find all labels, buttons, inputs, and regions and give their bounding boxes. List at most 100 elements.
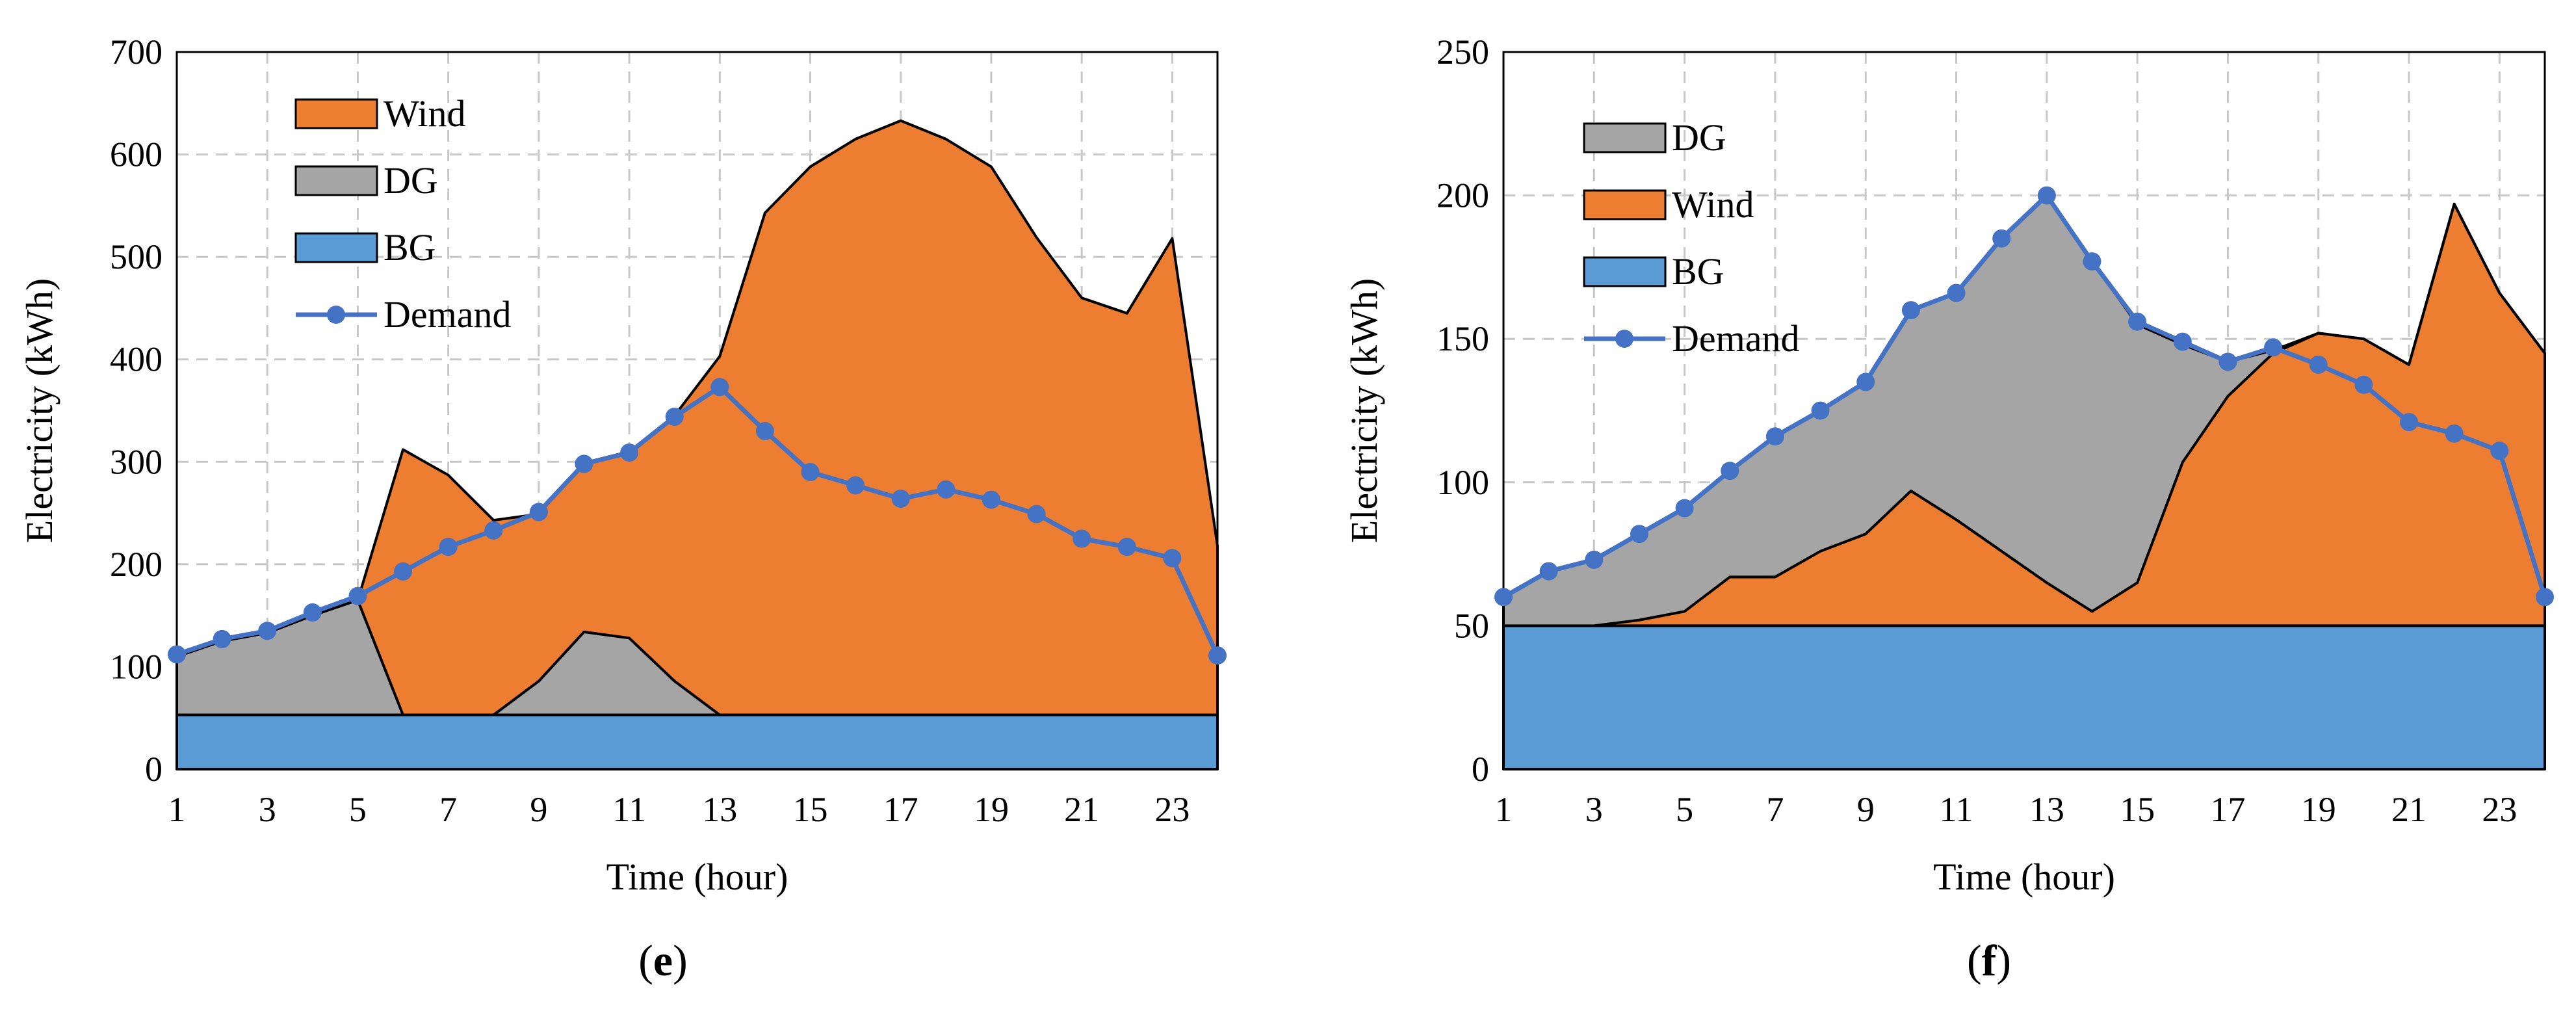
x-tick-label-23: 23 xyxy=(1154,790,1190,829)
x-tick-label-15: 15 xyxy=(793,790,828,829)
demand-point-17 xyxy=(2218,352,2237,371)
y-tick-label-250: 250 xyxy=(1437,33,1489,72)
x-tick-label-9: 9 xyxy=(1857,790,1875,829)
x-tick-label-19: 19 xyxy=(2301,790,2336,829)
demand-point-11 xyxy=(620,443,639,462)
demand-point-13 xyxy=(710,378,729,397)
legend-swatch-bg xyxy=(294,232,378,263)
demand-point-17 xyxy=(891,490,910,508)
demand-point-8 xyxy=(484,521,503,540)
caption-f: (f) xyxy=(1967,936,2011,985)
demand-point-6 xyxy=(394,562,413,581)
x-tick-label-19: 19 xyxy=(974,790,1009,829)
demand-point-3 xyxy=(1585,550,1604,569)
demand-point-15 xyxy=(801,463,820,482)
demand-point-12 xyxy=(1992,229,2011,248)
legend-marker-demand xyxy=(1615,330,1633,348)
x-tick-label-21: 21 xyxy=(1064,790,1099,829)
x-tick-label-13: 13 xyxy=(702,790,737,829)
demand-point-10 xyxy=(1901,301,1920,320)
legend-label-bg: BG xyxy=(1672,250,1724,293)
x-tick-label-7: 7 xyxy=(1766,790,1784,829)
legend-marker-demand xyxy=(327,306,345,324)
demand-point-1 xyxy=(168,645,186,664)
caption-e: (e) xyxy=(638,936,688,985)
x-axis-title: Time (hour) xyxy=(1933,856,2115,898)
y-tick-label-100: 100 xyxy=(1437,463,1489,502)
x-tick-label-17: 17 xyxy=(2210,790,2245,829)
y-tick-label-0: 0 xyxy=(145,750,163,789)
area-bg xyxy=(1502,624,2546,770)
y-tick-label-150: 150 xyxy=(1437,319,1489,358)
legend-label-bg: BG xyxy=(384,226,436,269)
plot-frame xyxy=(1502,51,2546,770)
x-tick-label-7: 7 xyxy=(439,790,457,829)
demand-point-13 xyxy=(2037,186,2056,205)
demand-point-9 xyxy=(1856,373,1875,391)
legend-label-dg: DG xyxy=(384,159,438,202)
x-tick-label-15: 15 xyxy=(2120,790,2155,829)
x-tick-label-11: 11 xyxy=(612,790,646,829)
demand-point-7 xyxy=(1765,427,1784,446)
demand-point-7 xyxy=(439,538,458,557)
x-tick-label-9: 9 xyxy=(530,790,547,829)
demand-point-21 xyxy=(2400,413,2419,432)
demand-point-24 xyxy=(1208,646,1227,665)
y-tick-label-700: 700 xyxy=(110,33,163,72)
x-tick-label-5: 5 xyxy=(349,790,367,829)
demand-point-6 xyxy=(1721,462,1739,480)
demand-point-18 xyxy=(937,480,956,499)
demand-point-5 xyxy=(348,586,367,605)
demand-point-15 xyxy=(2128,312,2147,331)
x-tick-label-5: 5 xyxy=(1676,790,1693,829)
demand-point-14 xyxy=(755,422,774,441)
y-tick-label-600: 600 xyxy=(110,135,163,174)
legend-label-demand: Demand xyxy=(384,293,512,335)
legend-swatch-wind xyxy=(294,98,378,129)
area-bg xyxy=(176,713,1219,770)
legend-swatch-dg xyxy=(1583,122,1667,153)
legend-label-demand: Demand xyxy=(1672,317,1800,360)
demand-point-11 xyxy=(1947,283,1966,302)
demand-point-9 xyxy=(529,503,548,521)
demand-point-4 xyxy=(303,603,322,622)
y-tick-label-50: 50 xyxy=(1454,606,1489,645)
legend-swatch-wind xyxy=(1583,189,1667,220)
legend-label-dg: DG xyxy=(1672,116,1726,159)
y-axis-title: Electricity (kWh) xyxy=(18,278,60,543)
demand-point-1 xyxy=(1494,588,1513,607)
x-tick-label-1: 1 xyxy=(168,790,186,829)
y-tick-label-200: 200 xyxy=(110,545,163,584)
demand-point-10 xyxy=(575,454,593,473)
demand-point-23 xyxy=(2490,441,2509,460)
y-tick-label-400: 400 xyxy=(110,340,163,379)
legend-swatch-bg xyxy=(1583,256,1667,287)
demand-point-16 xyxy=(2173,332,2192,351)
demand-point-19 xyxy=(982,490,1000,509)
x-tick-label-11: 11 xyxy=(1940,790,1973,829)
plot-frame xyxy=(176,51,1219,770)
demand-point-22 xyxy=(1117,538,1136,557)
y-tick-label-500: 500 xyxy=(110,237,163,276)
demand-point-23 xyxy=(1163,549,1182,568)
demand-point-2 xyxy=(1539,562,1558,581)
demand-point-19 xyxy=(2309,355,2328,374)
demand-point-3 xyxy=(258,622,277,640)
x-tick-label-1: 1 xyxy=(1495,790,1513,829)
demand-point-16 xyxy=(846,476,865,495)
demand-point-20 xyxy=(2354,375,2373,394)
demand-point-18 xyxy=(2264,338,2283,357)
x-tick-label-23: 23 xyxy=(2482,790,2517,829)
x-tick-label-17: 17 xyxy=(883,790,918,829)
y-axis-title: Electricity (kWh) xyxy=(1343,278,1385,543)
x-axis-title: Time (hour) xyxy=(606,856,788,898)
x-tick-label-3: 3 xyxy=(259,790,276,829)
demand-point-4 xyxy=(1630,525,1648,544)
y-tick-label-0: 0 xyxy=(1472,750,1489,789)
demand-point-14 xyxy=(2083,252,2101,271)
demand-point-8 xyxy=(1811,401,1830,420)
demand-point-22 xyxy=(2445,424,2464,443)
